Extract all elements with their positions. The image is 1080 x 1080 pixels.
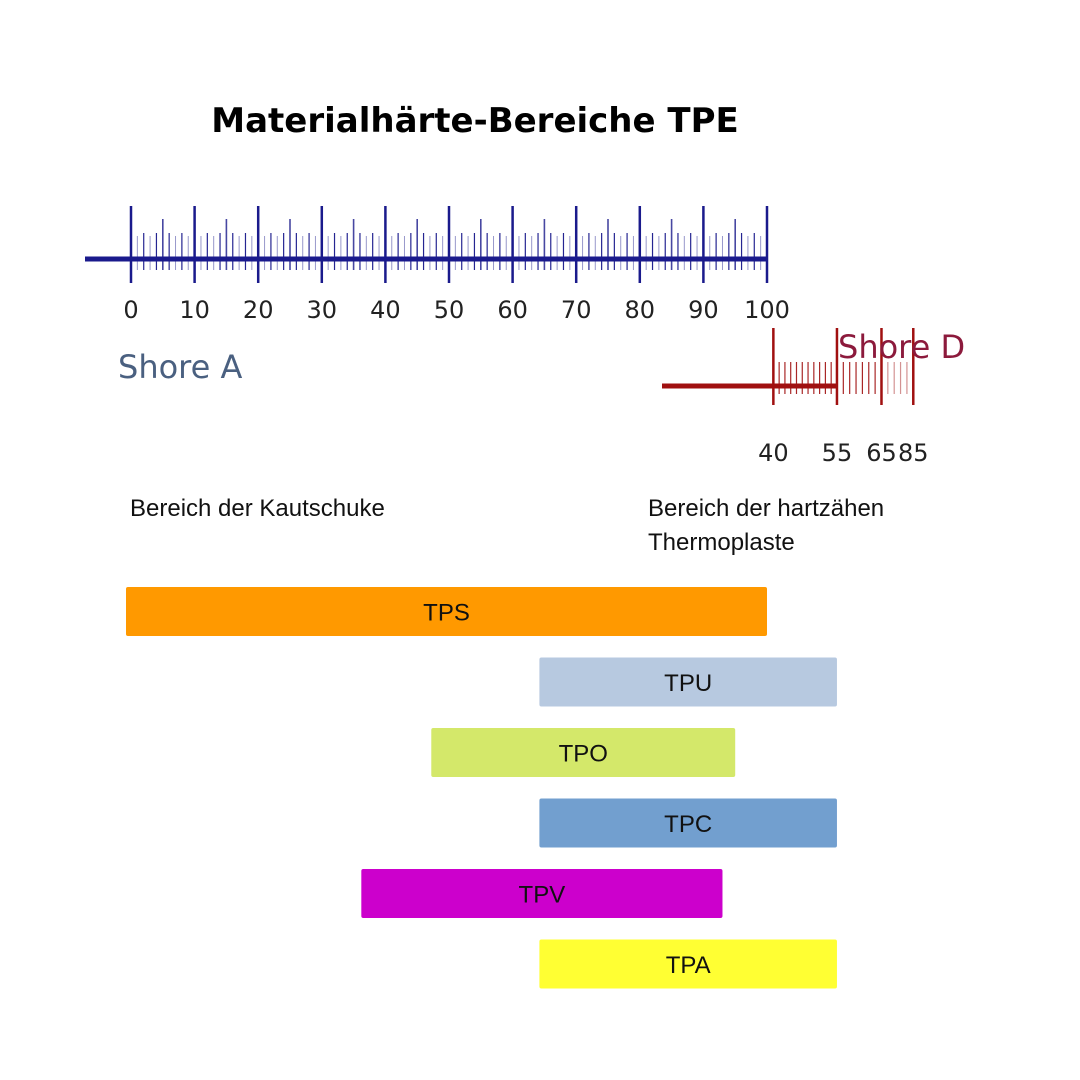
- shore-d-tick-label: 85: [898, 439, 929, 467]
- shore-a-tick-label: 90: [688, 296, 719, 324]
- bar-tpv: [361, 869, 723, 918]
- chart-title: Materialhärte-Bereiche TPE: [211, 101, 739, 141]
- bar-group: TPS TPU TPO TPC TPV TPA: [126, 587, 837, 989]
- bar-tpc: [539, 798, 837, 848]
- shore-a-ruler: 0 10 20 30 40 50 60 70 80 90 100: [85, 206, 790, 324]
- bar-tpa-label: TPA: [666, 952, 711, 979]
- shore-a-tick-label: 0: [123, 296, 138, 324]
- region-thermoplastics-label-line2: Thermoplaste: [648, 529, 795, 556]
- shore-d-tick-label: 55: [822, 439, 853, 467]
- region-thermoplastics-label-line1: Bereich der hartzähen: [648, 495, 884, 522]
- bar-tpu-label: TPU: [664, 670, 712, 697]
- bar-tpa: [539, 939, 837, 989]
- bar-tpc-label: TPC: [664, 811, 712, 838]
- shore-a-tick-label: 40: [370, 296, 401, 324]
- bar-tpu: [539, 657, 837, 707]
- shore-a-tick-label: 80: [625, 296, 656, 324]
- shore-a-tick-label: 10: [179, 296, 210, 324]
- bar-tpo: [431, 728, 736, 777]
- shore-a-label: Shore A: [118, 348, 242, 386]
- shore-a-tick-label: 70: [561, 296, 592, 324]
- bar-tps-label: TPS: [423, 600, 470, 627]
- bar-tpv-label: TPV: [519, 882, 566, 909]
- shore-a-tick-label: 30: [307, 296, 338, 324]
- shore-d-tick-label: 65: [866, 439, 897, 467]
- shore-a-tick-label: 60: [497, 296, 528, 324]
- region-rubber-label: Bereich der Kautschuke: [130, 495, 385, 522]
- shore-a-tick-label: 100: [744, 296, 790, 324]
- shore-d-ruler: 40 55 65 85: [662, 328, 929, 467]
- shore-d-tick-label: 40: [758, 439, 789, 467]
- bar-tpo-label: TPO: [559, 741, 608, 768]
- shore-a-tick-label: 20: [243, 296, 274, 324]
- bar-tps: [126, 587, 767, 636]
- shore-d-label: Shore D: [838, 328, 965, 366]
- shore-a-tick-label: 50: [434, 296, 465, 324]
